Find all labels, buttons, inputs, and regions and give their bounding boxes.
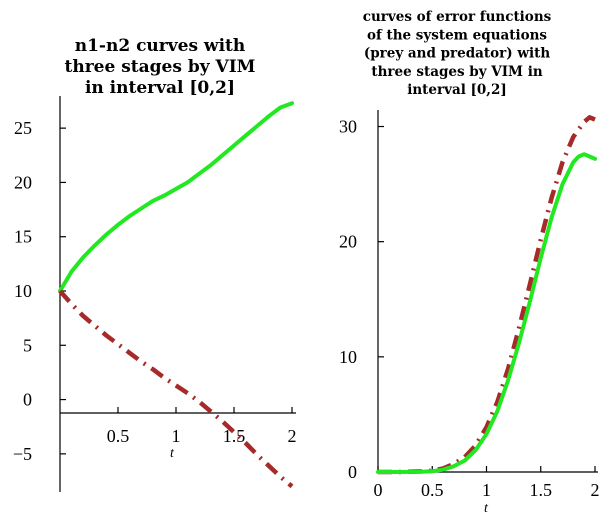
left-y-tick-label: −5: [13, 444, 32, 464]
right-y-tick-label: 20: [339, 232, 357, 252]
right-x-axis-label: t: [484, 501, 489, 513]
left-x-tick-label: 0.5: [107, 426, 130, 446]
left-x-axis-label: t: [170, 446, 175, 461]
left-series-line-red: [58, 289, 294, 489]
right-y-tick-label: 0: [348, 462, 357, 482]
right-x-tick-label: 0: [374, 480, 383, 500]
right-x-tick-label: 2: [591, 480, 600, 500]
left-x-tick-label: 2: [288, 426, 297, 446]
right-x-tick-label: 1: [482, 480, 491, 500]
left-x-tick-label: 1: [172, 426, 181, 446]
left-chart-title-line: in interval [0,2]: [85, 78, 235, 98]
left-x-tick-label: 1.5: [223, 426, 246, 446]
right-y-tick-label: 10: [339, 347, 357, 367]
right-chart-title-line: interval [0,2]: [407, 82, 507, 98]
left-y-tick-label: 15: [14, 227, 32, 247]
right-chart-title-line: of the system equations: [367, 27, 547, 43]
left-chart-title-line: three stages by VIM: [65, 57, 256, 77]
left-y-tick-label: 25: [14, 118, 32, 138]
right-chart-title-line: curves of error functions: [363, 9, 552, 25]
right-y-tick-label: 30: [339, 117, 357, 137]
right-chart-title-line: (prey and predator) with: [364, 46, 551, 62]
left-y-tick-label: 5: [23, 335, 32, 355]
right-series-line-red: [378, 115, 596, 475]
right-x-tick-label: 1.5: [530, 480, 553, 500]
right-chart-title-line: three stages by VIM in: [371, 64, 542, 80]
left-chart-title-line: n1-n2 curves with: [75, 36, 246, 56]
left-series-line-green: [58, 101, 294, 293]
right-chart: curves of error functions of the system e…: [339, 9, 600, 513]
left-y-tick-label: 20: [14, 172, 32, 192]
right-x-tick-label: 0.5: [421, 480, 444, 500]
right-series-line-green: [376, 152, 597, 474]
left-y-tick-label: 0: [23, 390, 32, 410]
left-y-tick-label: 10: [14, 281, 32, 301]
